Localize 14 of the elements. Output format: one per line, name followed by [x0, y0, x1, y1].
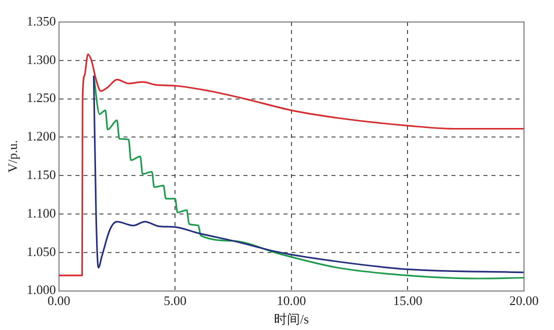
x-tick-label: 15.00: [393, 293, 422, 308]
x-tick-label: 10.00: [276, 293, 306, 308]
y-tick-label: 1.350: [26, 13, 56, 28]
y-tick-label: 1.100: [26, 205, 56, 220]
y-tick-label: 1.200: [26, 128, 56, 144]
y-tick-label: 1.150: [26, 167, 56, 182]
x-tick-label: 20.00: [509, 293, 539, 308]
y-tick-label: 1.250: [26, 90, 56, 106]
y-tick-label: 1.050: [26, 244, 56, 259]
y-axis-title: V/p.u.: [5, 140, 20, 173]
x-tick-label: 5.00: [164, 293, 187, 308]
y-tick-label: 1.300: [26, 52, 56, 67]
x-axis-title: 时间/s: [274, 312, 309, 327]
line-series: [58, 53, 524, 276]
